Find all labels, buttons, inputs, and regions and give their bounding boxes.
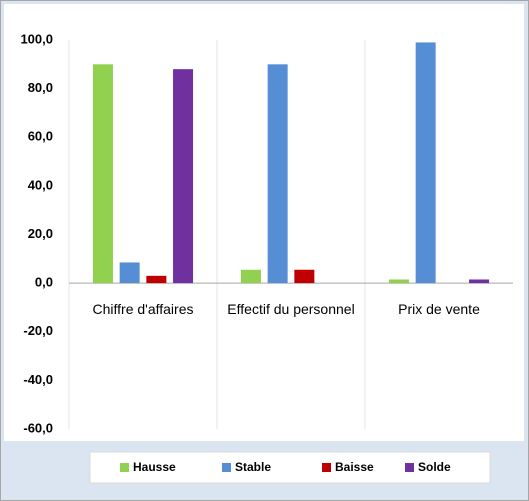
legend-swatch: [120, 463, 129, 472]
y-tick-label: -40,0: [23, 372, 53, 387]
bar: [294, 269, 315, 284]
y-tick-label: -60,0: [23, 420, 53, 435]
x-tick-label: Chiffre d'affaires: [93, 301, 194, 317]
y-tick-label: 20,0: [28, 226, 53, 241]
legend-swatch: [222, 463, 231, 472]
legend-swatch: [405, 463, 414, 472]
legend-label: Hausse: [133, 460, 176, 474]
y-tick-label: 60,0: [28, 129, 53, 144]
legend-swatch: [322, 463, 331, 472]
bar: [469, 279, 490, 284]
y-tick-label: -20,0: [23, 323, 53, 338]
x-tick-label: Effectif du personnel: [227, 301, 354, 317]
bar: [92, 64, 113, 284]
y-tick-label: 80,0: [28, 80, 53, 95]
y-tick-label: 0,0: [35, 275, 53, 290]
x-tick-label: Prix de vente: [398, 301, 480, 317]
y-tick-label: 40,0: [28, 177, 53, 192]
bar: [388, 279, 409, 284]
legend-box: [89, 451, 491, 484]
bar: [146, 275, 167, 284]
y-tick-label: 100,0: [20, 31, 53, 46]
bar: [415, 42, 436, 284]
legend-label: Stable: [235, 460, 271, 474]
legend-label: Baisse: [335, 460, 374, 474]
bar: [240, 269, 261, 284]
bar: [119, 262, 140, 284]
bar: [173, 69, 194, 284]
plot-background: [4, 4, 524, 441]
legend-label: Solde: [418, 460, 451, 474]
bar: [267, 64, 288, 284]
